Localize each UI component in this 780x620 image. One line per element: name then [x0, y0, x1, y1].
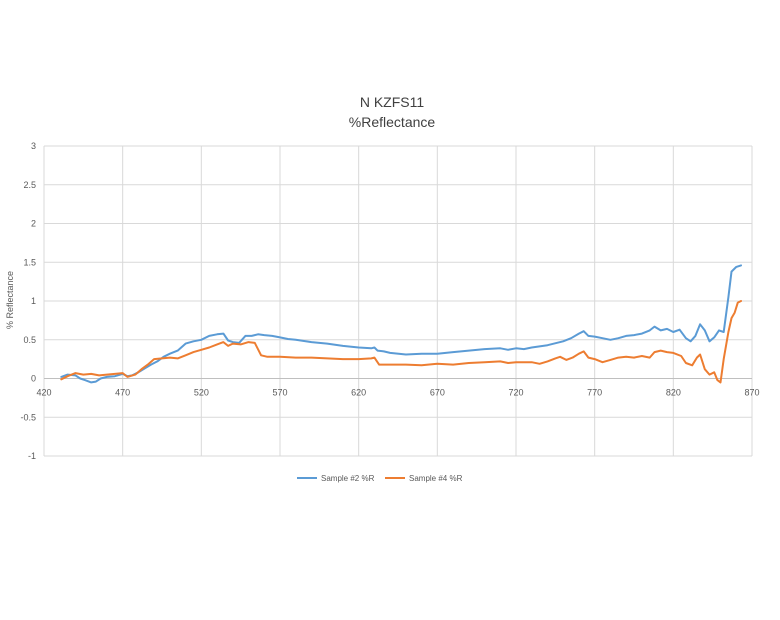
legend: Sample #2 %R Sample #4 %R: [297, 474, 463, 483]
legend-label-2: Sample #4 %R: [409, 474, 463, 483]
x-tick-label: 570: [272, 388, 287, 398]
y-axis-label: % Reflectance: [5, 271, 15, 329]
x-tick-label: 620: [351, 388, 366, 398]
y-tick-label: 2: [31, 219, 36, 229]
y-tick-label: 0: [31, 374, 36, 384]
y-tick-label: 1: [31, 296, 36, 306]
chart-subtitle: %Reflectance: [349, 114, 436, 130]
y-tick-label: 0.5: [23, 335, 36, 345]
x-tick-label: 670: [430, 388, 445, 398]
y-tick-label: 1.5: [23, 257, 36, 267]
series-line-2: [60, 300, 742, 384]
x-tick-label: 470: [115, 388, 130, 398]
series-line-1: [60, 264, 742, 384]
legend-label-1: Sample #2 %R: [321, 474, 375, 483]
gridlines: [43, 145, 753, 457]
series-lines: [60, 264, 742, 384]
tick-labels: -1 -0.5 0 0.5 1 1.5 2 2.5 3 420 470 520 570 620 670 720…: [20, 141, 759, 461]
x-tick-label: 520: [194, 388, 209, 398]
chart-title: N KZFS11: [360, 94, 425, 110]
y-tick-label: 3: [31, 141, 36, 151]
x-tick-label: 870: [744, 388, 759, 398]
y-tick-label: 2.5: [23, 180, 36, 190]
y-tick-label: -1: [28, 451, 36, 461]
x-tick-label: 720: [508, 388, 523, 398]
x-tick-label: 820: [666, 388, 681, 398]
x-tick-label: 420: [36, 388, 51, 398]
x-tick-label: 770: [587, 388, 602, 398]
y-tick-label: -0.5: [20, 412, 36, 422]
